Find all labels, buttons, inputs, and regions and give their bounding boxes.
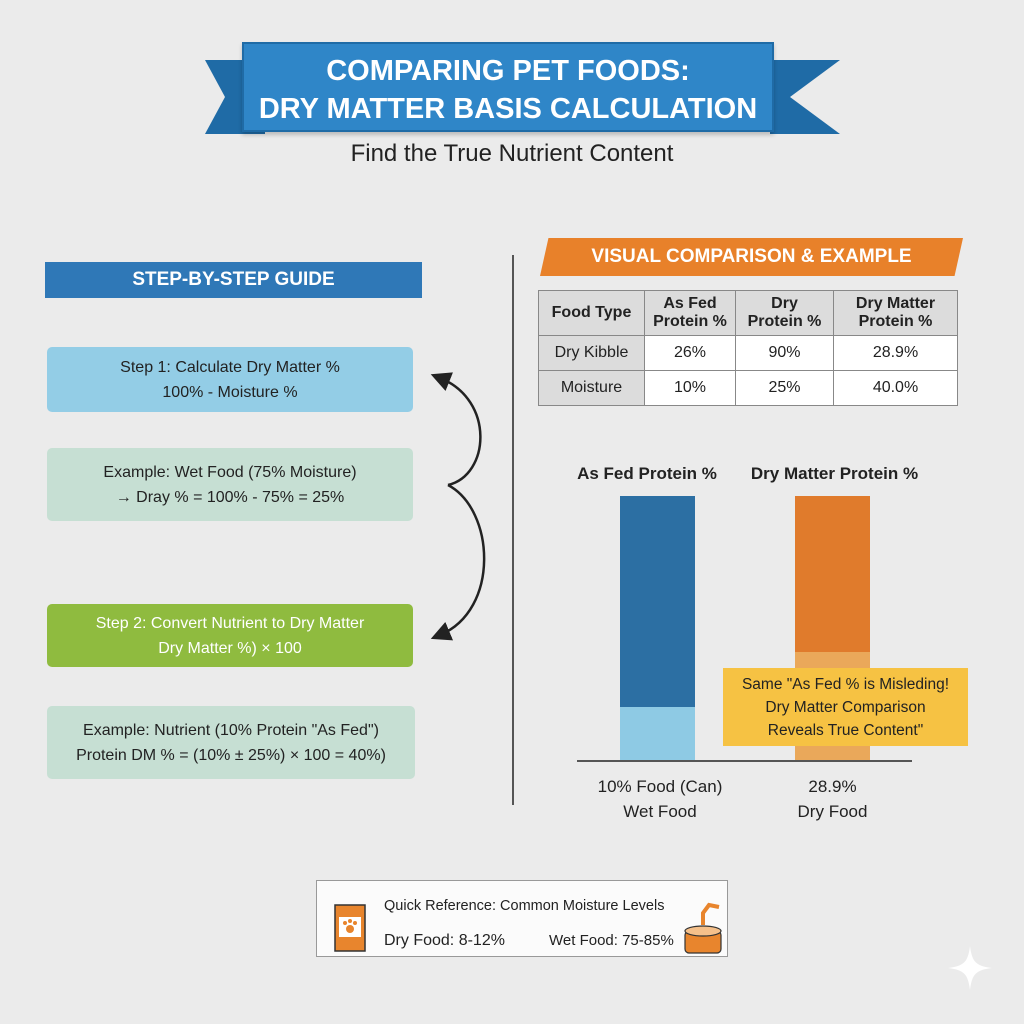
curved-arrow-up <box>430 372 482 487</box>
bar-label-wet-1: 10% Food (Can) <box>597 777 723 796</box>
callout-line-2: Dry Matter Comparison <box>765 699 926 716</box>
cell: 10% <box>644 370 736 406</box>
bar-label-dry-2: Dry Food <box>797 802 868 821</box>
cell: 90% <box>735 335 834 371</box>
dry-food-bag-icon <box>334 904 366 952</box>
guide-heading: STEP-BY-STEP GUIDE <box>45 262 422 298</box>
comparison-heading: VISUAL COMPARISON & EXAMPLE <box>540 238 963 276</box>
divider <box>512 255 514 805</box>
col-dm-l2: Protein % <box>858 313 933 330</box>
reference-title: Quick Reference: Common Moisture Levels <box>384 898 665 914</box>
table-row: Moisture 10% 25% 40.0% <box>538 370 958 406</box>
banner-tail-right <box>770 60 840 134</box>
example-1-box: Example: Wet Food (75% Moisture) → Dray … <box>47 448 413 521</box>
cell: 25% <box>735 370 834 406</box>
chart-category-dry-matter: Dry Matter Protein % <box>750 464 919 483</box>
title-banner: COMPARING PET FOODS: DRY MATTER BASIS CA… <box>242 42 774 132</box>
flow-arrows <box>430 372 486 641</box>
step-2-formula: Dry Matter %) × 100 <box>158 639 302 657</box>
bar-label-wet-2: Wet Food <box>623 802 697 821</box>
cell: Moisture <box>538 370 645 406</box>
col-dry-l1: Dry <box>771 295 798 312</box>
example-1-title: Example: Wet Food (75% Moisture) <box>103 463 357 481</box>
sparkle-icon <box>948 946 992 990</box>
bar-as-fed-upper <box>620 496 695 708</box>
col-dm-l1: Dry Matter <box>855 295 936 312</box>
reference-wet: Wet Food: 75-85% <box>549 932 674 949</box>
bar-label-dry-1: 28.9% <box>808 777 857 796</box>
bar-as-fed <box>620 496 695 760</box>
title-line-1: COMPARING PET FOODS: <box>326 55 690 87</box>
col-food-type: Food Type <box>538 290 645 336</box>
comparison-table: Food Type As Fed Protein % Dry Protein % D… <box>538 290 958 406</box>
step-1-title: Step 1: Calculate Dry Matter % <box>120 358 340 376</box>
col-as-fed-l1: As Fed <box>663 295 717 312</box>
col-dry-matter: Dry Matter Protein % <box>833 290 958 336</box>
bar-dry-matter-upper <box>795 496 870 652</box>
bar-label-dry: 28.9% Dry Food <box>770 774 895 824</box>
step-1-box: Step 1: Calculate Dry Matter % 100% - Mo… <box>47 347 413 412</box>
table-header-row: Food Type As Fed Protein % Dry Protein % D… <box>538 290 958 336</box>
step-2-title: Step 2: Convert Nutrient to Dry Matter <box>95 614 365 632</box>
chart-category-as-fed: As Fed Protein % <box>577 464 717 483</box>
cell: 26% <box>644 335 736 371</box>
wet-food-can-icon <box>684 902 722 954</box>
cell: Dry Kibble <box>538 335 645 371</box>
quick-reference-box: Quick Reference: Common Moisture Levels … <box>316 880 728 957</box>
bar-as-fed-lower <box>620 707 695 760</box>
example-2-box: Example: Nutrient (10% Protein "As Fed")… <box>47 706 415 779</box>
callout-box: Same "As Fed % is Misleding! Dry Matter … <box>723 668 968 746</box>
callout-line-1: Same "As Fed % is Misleding! <box>741 676 950 693</box>
col-dry: Dry Protein % <box>735 290 834 336</box>
example-1-formula: → Dray % = 100% - 75% = 25% <box>115 488 345 506</box>
cell: 40.0% <box>833 370 958 406</box>
reference-dry: Dry Food: 8-12% <box>384 932 505 949</box>
step-2-box: Step 2: Convert Nutrient to Dry Matter D… <box>47 604 413 667</box>
bar-label-wet: 10% Food (Can) Wet Food <box>580 774 740 824</box>
subtitle: Find the True Nutrient Content <box>350 140 674 167</box>
example-2-title: Example: Nutrient (10% Protein "As Fed") <box>83 721 379 739</box>
curved-arrow-down <box>430 483 486 641</box>
step-1-formula: 100% - Moisture % <box>162 383 298 401</box>
col-as-fed-l2: Protein % <box>653 313 727 330</box>
col-as-fed: As Fed Protein % <box>644 290 736 336</box>
col-dry-l2: Protein % <box>747 313 822 330</box>
chart-baseline <box>577 760 912 762</box>
callout-line-3: Reveals True Content" <box>767 722 924 739</box>
table-row: Dry Kibble 26% 90% 28.9% <box>538 335 958 371</box>
example-2-formula: Protein DM % = (10% ± 25%) × 100 = 40%) <box>76 746 386 764</box>
cell: 28.9% <box>833 335 958 371</box>
title-line-2: DRY MATTER BASIS CALCULATION <box>258 93 758 125</box>
